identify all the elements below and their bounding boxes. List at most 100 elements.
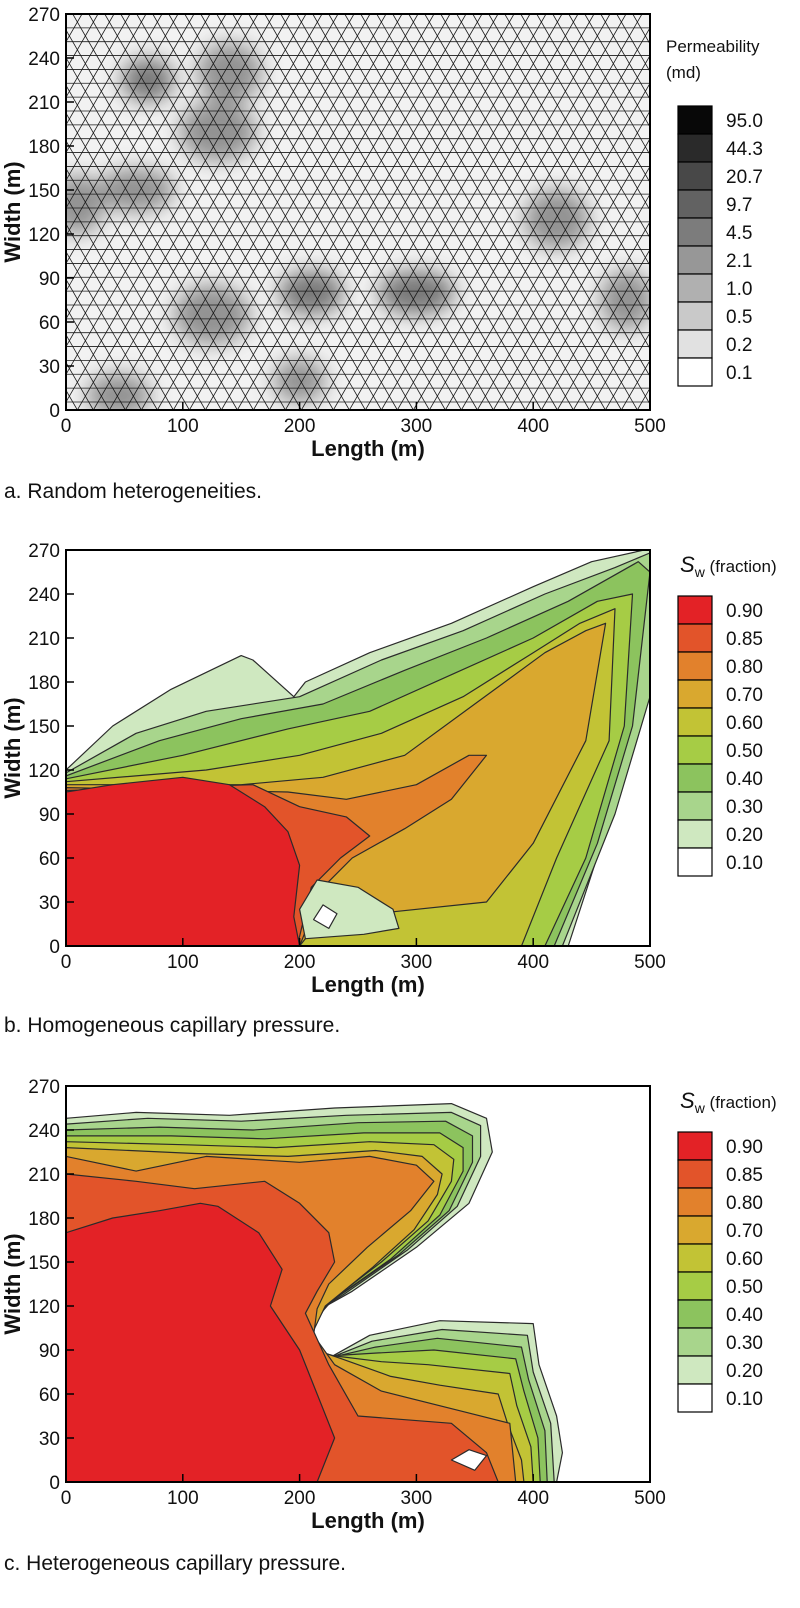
legend-title: Permeability [666, 37, 760, 56]
y-tick-label: 120 [28, 1297, 60, 1318]
legend-swatch [677, 651, 713, 681]
saturation-zone-0-90 [66, 1202, 336, 1482]
legend-label: 4.5 [726, 223, 752, 244]
mesh-lines-horizontal [66, 14, 650, 403]
legend-swatch [677, 791, 713, 821]
x-tick-label: 300 [401, 1488, 433, 1509]
x-tick-label: 400 [517, 952, 549, 973]
y-tick-label: 0 [49, 937, 60, 958]
y-tick-label: 60 [39, 1385, 60, 1406]
saturation-map-chart-b: 0 100 200 300 400 500 0 30 60 90 120 150 180 210 240 27… [0, 541, 777, 997]
y-tick-label: 270 [28, 5, 60, 26]
y-tick-label: 180 [28, 1209, 60, 1230]
legend-title: Sw (fraction) [680, 1088, 777, 1116]
y-tick-label: 180 [28, 673, 60, 694]
y-axis-label: Width (m) [0, 1233, 25, 1334]
legend-swatch [677, 1131, 713, 1161]
x-tick-label: 200 [284, 952, 316, 973]
x-tick-label: 400 [517, 416, 549, 437]
x-tick-label: 200 [284, 416, 316, 437]
x-tick-label: 0 [61, 416, 72, 437]
axes: 0 100 200 300 400 500 0 30 60 90 120 150 180 210 240 27… [0, 5, 666, 461]
y-axis-label: Width (m) [0, 161, 25, 262]
legend-swatch [677, 357, 713, 387]
legend-swatch [677, 1271, 713, 1301]
legend-swatch [677, 1187, 713, 1217]
y-tick-label: 150 [28, 181, 60, 202]
legend-label: 0.5 [726, 307, 752, 328]
legend-label: 0.50 [726, 741, 763, 762]
y-tick-label: 120 [28, 225, 60, 246]
legend-swatch [677, 189, 713, 219]
legend-swatch [677, 161, 713, 191]
legend-swatch [677, 623, 713, 653]
panel-heterogeneous-capillary: 0 100 200 300 400 500 0 30 60 90 120 150 180 210 240 27… [0, 1072, 800, 1608]
legend-swatch [677, 1159, 713, 1189]
legend-swatch [677, 819, 713, 849]
saturation-contours [66, 1086, 650, 1482]
legend-swatch [677, 105, 713, 135]
legend-swatch [677, 1243, 713, 1273]
x-tick-label: 400 [517, 1488, 549, 1509]
x-tick-label: 0 [61, 1488, 72, 1509]
legend-label: 0.80 [726, 1193, 763, 1214]
y-tick-label: 90 [39, 805, 60, 826]
legend-label: 0.60 [726, 1249, 763, 1270]
high-permeability-zone [98, 168, 175, 212]
legend-label: 0.1 [726, 363, 752, 384]
x-axis-label: Length (m) [311, 1508, 425, 1533]
y-tick-label: 270 [28, 541, 60, 562]
legend-label: 0.20 [726, 1361, 763, 1382]
permeability-map-chart: 0 100 200 300 400 500 0 30 60 90 120 150 180 210 240 27… [0, 5, 763, 461]
mesh-lines-diagonal-a [66, 14, 650, 410]
legend: Sw (fraction) 0.90 0.85 0.80 0.70 0.60 0.50 0.4… [677, 552, 777, 877]
legend-label: 0.10 [726, 853, 763, 874]
y-tick-label: 30 [39, 1429, 60, 1450]
x-tick-label: 500 [634, 952, 666, 973]
legend-swatch [677, 1355, 713, 1385]
caption-a: a. Random heterogeneities. [4, 480, 262, 503]
legend-swatch [677, 679, 713, 709]
legend-swatch [677, 1327, 713, 1357]
legend-label: 0.60 [726, 713, 763, 734]
mesh-lines-diagonal-b [66, 14, 650, 410]
legend-swatch [677, 707, 713, 737]
legend-swatch [677, 133, 713, 163]
legend-swatch [677, 847, 713, 877]
x-tick-label: 0 [61, 952, 72, 973]
saturation-pocket-min [313, 904, 338, 929]
legend-label: 20.7 [726, 167, 763, 188]
y-tick-label: 210 [28, 93, 60, 114]
high-permeability-zone [86, 373, 151, 410]
legend-label: 44.3 [726, 139, 763, 160]
high-permeability-zone [273, 358, 326, 403]
high-permeability-zone [197, 42, 262, 103]
y-tick-label: 240 [28, 49, 60, 70]
x-axis-label: Length (m) [311, 972, 425, 997]
y-tick-label: 210 [28, 629, 60, 650]
x-tick-label: 100 [167, 1488, 199, 1509]
legend-swatch [677, 735, 713, 765]
legend-label: 0.2 [726, 335, 752, 356]
legend-label: 0.40 [726, 769, 763, 790]
y-tick-label: 270 [28, 1077, 60, 1098]
axes: 0 100 200 300 400 500 0 30 60 90 120 150 180 210 240 27… [0, 541, 666, 997]
y-tick-label: 240 [28, 1121, 60, 1142]
x-tick-label: 500 [634, 416, 666, 437]
x-tick-label: 500 [634, 1488, 666, 1509]
legend-label: 0.30 [726, 1333, 763, 1354]
panel-homogeneous-capillary: 0 100 200 300 400 500 0 30 60 90 120 150 180 210 240 27… [0, 536, 800, 1072]
y-tick-label: 150 [28, 717, 60, 738]
legend-swatch [677, 763, 713, 793]
legend-swatch [677, 217, 713, 247]
x-tick-label: 200 [284, 1488, 316, 1509]
legend-label: 0.80 [726, 657, 763, 678]
y-tick-label: 60 [39, 849, 60, 870]
legend-swatch [677, 273, 713, 303]
saturation-contours [66, 550, 650, 946]
legend-title: (md) [666, 63, 701, 82]
saturation-map-chart-c: 0 100 200 300 400 500 0 30 60 90 120 150 180 210 240 27… [0, 1077, 777, 1533]
y-tick-label: 240 [28, 585, 60, 606]
axes: 0 100 200 300 400 500 0 30 60 90 120 150 180 210 240 27… [0, 1077, 666, 1533]
y-tick-label: 120 [28, 761, 60, 782]
